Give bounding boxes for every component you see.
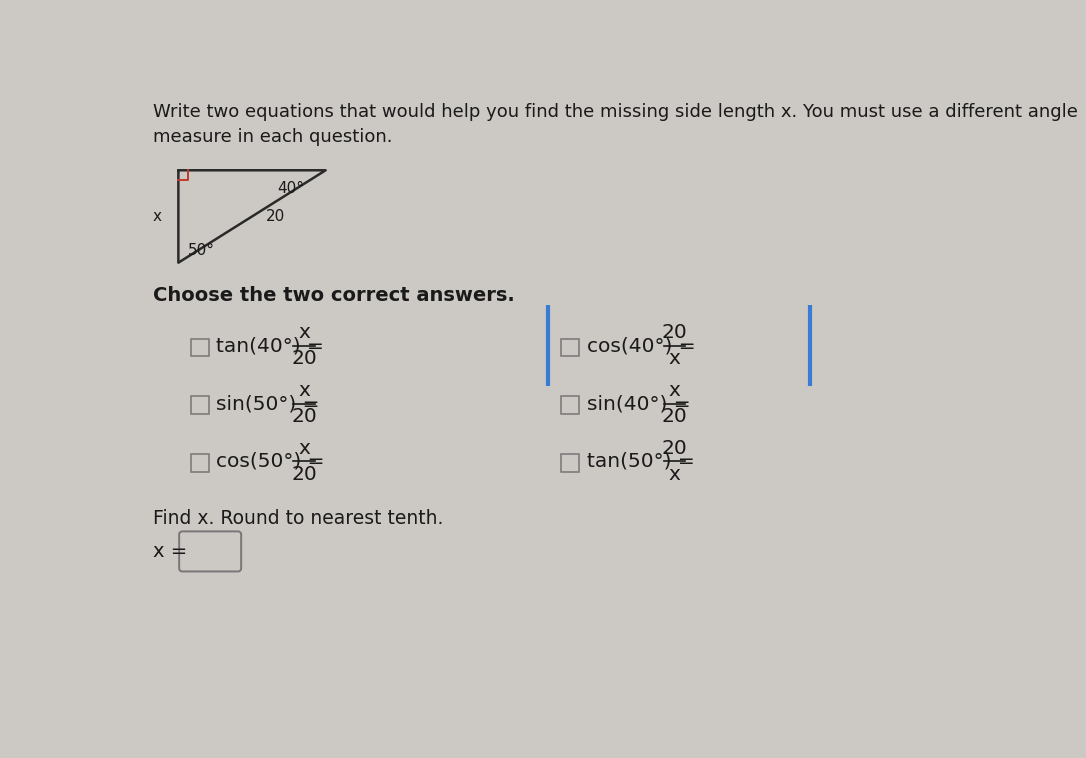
Text: x: x: [152, 209, 161, 224]
Text: 20: 20: [291, 407, 317, 426]
Text: sin(50°) =: sin(50°) =: [216, 394, 320, 413]
Text: x: x: [298, 323, 310, 343]
Text: x =: x =: [153, 542, 187, 561]
Text: Choose the two correct answers.: Choose the two correct answers.: [153, 286, 515, 305]
Text: measure in each question.: measure in each question.: [153, 128, 392, 146]
Text: cos(50°) =: cos(50°) =: [216, 452, 325, 471]
Text: 40°: 40°: [278, 181, 304, 196]
Text: tan(40°) =: tan(40°) =: [216, 337, 325, 356]
Text: 20: 20: [291, 349, 317, 368]
Text: 20: 20: [291, 465, 317, 484]
Text: Write two equations that would help you find the missing side length x. You must: Write two equations that would help you …: [153, 103, 1077, 121]
Text: x: x: [298, 439, 310, 458]
Text: tan(50°) =: tan(50°) =: [586, 452, 695, 471]
Text: cos(40°) =: cos(40°) =: [586, 337, 695, 356]
Text: x: x: [298, 381, 310, 400]
Text: sin(40°) =: sin(40°) =: [586, 394, 691, 413]
Text: 50°: 50°: [188, 243, 215, 258]
FancyBboxPatch shape: [179, 531, 241, 572]
Text: x: x: [669, 381, 680, 400]
Text: 20: 20: [266, 209, 286, 224]
Text: x: x: [669, 349, 680, 368]
Text: 20: 20: [661, 407, 687, 426]
Text: Find x. Round to nearest tenth.: Find x. Round to nearest tenth.: [153, 509, 443, 528]
Text: 20: 20: [661, 323, 687, 343]
Text: 20: 20: [661, 439, 687, 458]
Text: x: x: [669, 465, 680, 484]
